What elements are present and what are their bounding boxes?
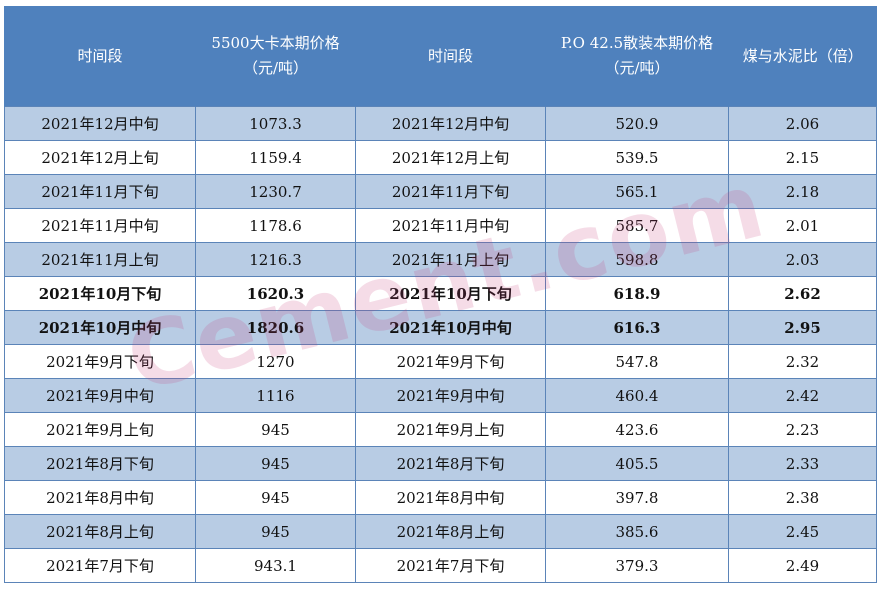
cell-period: 2021年11月下旬 — [355, 174, 546, 209]
cell-ratio: 2.06 — [728, 106, 877, 141]
cell-ratio: 2.62 — [728, 276, 877, 311]
table-row: 2021年9月下旬 1270 2021年9月下旬 547.8 2.32 — [4, 344, 877, 379]
cell-coal-price: 945 — [195, 412, 356, 447]
cell-period: 2021年9月上旬 — [4, 412, 196, 447]
cell-ratio: 2.18 — [728, 174, 877, 209]
cell-period: 2021年9月上旬 — [355, 412, 546, 447]
cell-coal-price: 1073.3 — [195, 106, 356, 141]
table-row: 2021年11月上旬 1216.3 2021年11月上旬 598.8 2.03 — [4, 242, 877, 277]
cell-coal-price: 945 — [195, 446, 356, 481]
header-period-1: 时间段 — [4, 6, 196, 107]
cell-coal-price: 1820.6 — [195, 310, 356, 345]
cell-cement-price: 598.8 — [545, 242, 729, 277]
cell-period: 2021年7月下旬 — [4, 548, 196, 583]
table-row: 2021年10月中旬 1820.6 2021年10月中旬 616.3 2.95 — [4, 310, 877, 345]
cell-period: 2021年10月中旬 — [4, 310, 196, 345]
cell-ratio: 2.45 — [728, 514, 877, 549]
table-row: 2021年8月上旬 945 2021年8月上旬 385.6 2.45 — [4, 514, 877, 549]
cell-period: 2021年11月中旬 — [355, 208, 546, 243]
cell-coal-price: 945 — [195, 480, 356, 515]
cell-period: 2021年9月中旬 — [4, 378, 196, 413]
cell-period: 2021年7月下旬 — [355, 548, 546, 583]
header-cement-price: P.O 42.5散装本期价格（元/吨） — [545, 6, 729, 107]
table-row: 2021年11月中旬 1178.6 2021年11月中旬 585.7 2.01 — [4, 208, 877, 243]
cell-cement-price: 618.9 — [545, 276, 729, 311]
table-row: 2021年11月下旬 1230.7 2021年11月下旬 565.1 2.18 — [4, 174, 877, 209]
cell-cement-price: 616.3 — [545, 310, 729, 345]
cell-cement-price: 379.3 — [545, 548, 729, 583]
header-ratio: 煤与水泥比（倍） — [728, 6, 877, 107]
cell-coal-price: 1216.3 — [195, 242, 356, 277]
cell-period: 2021年12月中旬 — [355, 106, 546, 141]
cell-ratio: 2.38 — [728, 480, 877, 515]
cell-period: 2021年8月下旬 — [355, 446, 546, 481]
cell-coal-price: 1178.6 — [195, 208, 356, 243]
table-row: 2021年8月下旬 945 2021年8月下旬 405.5 2.33 — [4, 446, 877, 481]
cell-coal-price: 1620.3 — [195, 276, 356, 311]
cell-cement-price: 520.9 — [545, 106, 729, 141]
cell-ratio: 2.95 — [728, 310, 877, 345]
cell-period: 2021年9月下旬 — [355, 344, 546, 379]
cell-period: 2021年12月中旬 — [4, 106, 196, 141]
cell-cement-price: 539.5 — [545, 140, 729, 175]
cell-ratio: 2.33 — [728, 446, 877, 481]
table-row: 2021年12月中旬 1073.3 2021年12月中旬 520.9 2.06 — [4, 106, 877, 141]
cell-cement-price: 385.6 — [545, 514, 729, 549]
cell-cement-price: 397.8 — [545, 480, 729, 515]
cell-period: 2021年8月中旬 — [355, 480, 546, 515]
cell-ratio: 2.42 — [728, 378, 877, 413]
cell-period: 2021年12月上旬 — [4, 140, 196, 175]
cell-cement-price: 460.4 — [545, 378, 729, 413]
cell-ratio: 2.49 — [728, 548, 877, 583]
cell-period: 2021年9月中旬 — [355, 378, 546, 413]
cell-cement-price: 547.8 — [545, 344, 729, 379]
cell-period: 2021年8月下旬 — [4, 446, 196, 481]
cell-ratio: 2.03 — [728, 242, 877, 277]
cell-coal-price: 945 — [195, 514, 356, 549]
header-period-2: 时间段 — [355, 6, 546, 107]
cell-period: 2021年12月上旬 — [355, 140, 546, 175]
cell-period: 2021年11月下旬 — [4, 174, 196, 209]
cell-ratio: 2.15 — [728, 140, 877, 175]
cell-cement-price: 405.5 — [545, 446, 729, 481]
table-row: 2021年8月中旬 945 2021年8月中旬 397.8 2.38 — [4, 480, 877, 515]
cell-coal-price: 943.1 — [195, 548, 356, 583]
cell-ratio: 2.01 — [728, 208, 877, 243]
table-row: 2021年7月下旬 943.1 2021年7月下旬 379.3 2.49 — [4, 548, 877, 583]
cell-cement-price: 423.6 — [545, 412, 729, 447]
cell-period: 2021年8月上旬 — [355, 514, 546, 549]
cell-ratio: 2.23 — [728, 412, 877, 447]
price-table: 时间段 5500大卡本期价格（元/吨） 时间段 P.O 42.5散装本期价格（元… — [4, 6, 877, 583]
table-row: 2021年9月上旬 945 2021年9月上旬 423.6 2.23 — [4, 412, 877, 447]
table-row: 2021年9月中旬 1116 2021年9月中旬 460.4 2.42 — [4, 378, 877, 413]
table-row: 2021年12月上旬 1159.4 2021年12月上旬 539.5 2.15 — [4, 140, 877, 175]
cell-coal-price: 1270 — [195, 344, 356, 379]
cell-ratio: 2.32 — [728, 344, 877, 379]
cell-cement-price: 565.1 — [545, 174, 729, 209]
cell-period: 2021年8月中旬 — [4, 480, 196, 515]
cell-coal-price: 1116 — [195, 378, 356, 413]
header-row: 时间段 5500大卡本期价格（元/吨） 时间段 P.O 42.5散装本期价格（元… — [4, 6, 877, 107]
cell-coal-price: 1159.4 — [195, 140, 356, 175]
cell-period: 2021年9月下旬 — [4, 344, 196, 379]
cell-period: 2021年11月上旬 — [355, 242, 546, 277]
cell-period: 2021年11月上旬 — [4, 242, 196, 277]
cell-period: 2021年10月中旬 — [355, 310, 546, 345]
table-row: 2021年10月下旬 1620.3 2021年10月下旬 618.9 2.62 — [4, 276, 877, 311]
cell-period: 2021年10月下旬 — [355, 276, 546, 311]
cell-coal-price: 1230.7 — [195, 174, 356, 209]
cell-period: 2021年11月中旬 — [4, 208, 196, 243]
cell-period: 2021年10月下旬 — [4, 276, 196, 311]
header-coal-price: 5500大卡本期价格（元/吨） — [195, 6, 356, 107]
cell-period: 2021年8月上旬 — [4, 514, 196, 549]
cell-cement-price: 585.7 — [545, 208, 729, 243]
